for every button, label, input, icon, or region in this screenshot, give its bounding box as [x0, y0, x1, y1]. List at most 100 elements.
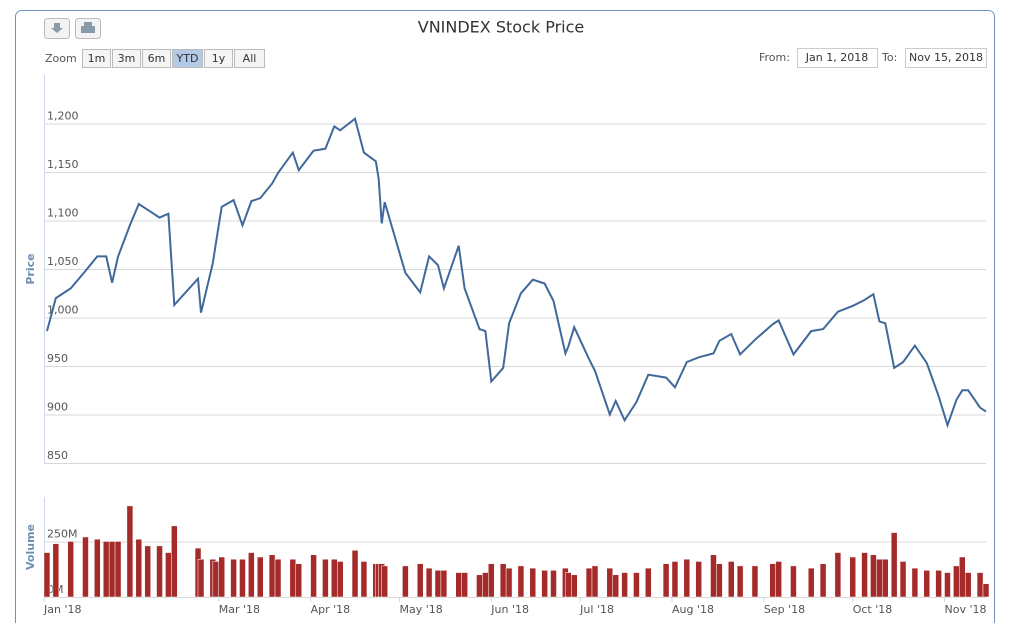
to-input[interactable]: [905, 48, 987, 68]
zoom-button[interactable]: [112, 49, 141, 68]
chart-title: VNINDEX Stock Price: [418, 18, 584, 37]
volume-bar: [43, 552, 51, 598]
y-axis-title: Volume: [24, 524, 37, 570]
y-tick-label: 1,200: [47, 110, 79, 123]
zoom-button-label[interactable]: 1m: [88, 52, 106, 65]
volume-bar: [381, 565, 388, 598]
volume-bar: [94, 538, 101, 598]
x-tick-label: Aug '18: [672, 603, 714, 616]
volume-bar: [248, 552, 255, 598]
volume-bar: [455, 572, 462, 598]
volume-bar: [239, 558, 246, 598]
volume-bar: [645, 567, 652, 598]
zoom-button-label[interactable]: 6m: [148, 52, 166, 65]
zoom-button[interactable]: [82, 49, 111, 68]
to-label: To:: [881, 51, 897, 64]
zoom-button-label[interactable]: All: [243, 52, 257, 65]
volume-bar: [402, 565, 409, 598]
zoom-button[interactable]: [142, 49, 171, 68]
volume-bar: [807, 567, 815, 598]
volume-bar: [550, 570, 557, 598]
volume-bar: [683, 558, 691, 598]
volume-bar: [819, 563, 827, 598]
volume-bar: [322, 558, 329, 598]
zoom-button-label[interactable]: 1y: [212, 52, 226, 65]
zoom-button-label[interactable]: YTD: [176, 52, 199, 65]
volume-bar: [959, 556, 966, 598]
volume-bar: [360, 561, 368, 598]
volume-bar: [336, 561, 344, 598]
zoom-button[interactable]: [172, 49, 203, 68]
volume-bar: [67, 541, 74, 598]
volume-bar: [751, 565, 759, 598]
volume-bar: [727, 561, 735, 598]
x-tick-label: Jul '18: [579, 603, 614, 616]
volume-bar: [565, 572, 572, 598]
volume-bar: [171, 525, 178, 598]
volume-bar: [861, 552, 868, 598]
volume-bar: [736, 565, 744, 598]
volume-bar: [834, 552, 842, 598]
x-tick-label: Nov '18: [945, 603, 987, 616]
volume-bar: [440, 570, 448, 598]
volume-bar: [114, 541, 122, 598]
x-tick-label: Apr '18: [311, 603, 351, 616]
to-value[interactable]: Nov 15, 2018: [909, 51, 983, 64]
zoom-button[interactable]: [234, 49, 265, 68]
volume-bar: [716, 563, 723, 598]
volume-bar: [108, 541, 116, 598]
volume-bar: [591, 565, 599, 598]
volume-bar: [890, 532, 898, 598]
zoom-button-label[interactable]: 3m: [118, 52, 136, 65]
volume-bar: [790, 565, 797, 598]
volume-bar: [461, 572, 468, 598]
zoom-label: Zoom: [45, 52, 77, 65]
volume-bar: [882, 558, 889, 598]
volume-bar: [769, 563, 776, 598]
volume-bar: [126, 505, 134, 598]
volume-bar: [197, 558, 205, 598]
from-value[interactable]: Jan 1, 2018: [805, 51, 868, 64]
volume-bar: [52, 543, 60, 598]
volume-bar: [156, 545, 163, 598]
volume-bar: [570, 574, 578, 598]
volume-bar: [612, 574, 619, 598]
y-tick-label: 1,050: [47, 255, 79, 268]
volume-bar: [416, 563, 424, 598]
volume-bar: [870, 554, 877, 598]
x-tick-label: May '18: [399, 603, 442, 616]
volume-bar: [218, 556, 225, 598]
volume-bar: [621, 572, 628, 598]
volume-bar: [923, 570, 931, 598]
volume-bar: [144, 545, 151, 598]
volume-bar: [425, 567, 433, 598]
volume-bar: [135, 538, 143, 598]
export-print[interactable]: [75, 18, 101, 39]
export-download[interactable]: [44, 18, 70, 39]
price-line: [46, 116, 987, 429]
volume-bar: [982, 583, 990, 598]
volume-bar: [289, 558, 297, 598]
volume-bar: [710, 554, 717, 598]
y-tick-label: 950: [47, 352, 68, 365]
volume-bar: [662, 563, 670, 598]
zoom-button[interactable]: [204, 49, 233, 68]
volume-bar: [953, 565, 960, 598]
volume-bar: [876, 558, 883, 598]
volume-bar: [295, 563, 303, 598]
volume-bar: [256, 556, 264, 598]
volume-bar: [671, 561, 679, 598]
y-tick-label: 900: [47, 401, 68, 414]
y-tick-label: 1,000: [47, 304, 79, 317]
volume-bar: [964, 572, 972, 598]
volume-bar: [165, 552, 172, 598]
volume-bar: [695, 561, 702, 598]
from-input[interactable]: [797, 48, 878, 68]
volume-bar: [482, 572, 489, 598]
x-tick-label: Sep '18: [764, 603, 805, 616]
volume-bar: [976, 572, 984, 598]
volume-bar: [944, 572, 951, 598]
panel: [15, 10, 995, 623]
volume-bar: [529, 567, 537, 598]
volume-bar: [310, 554, 317, 598]
